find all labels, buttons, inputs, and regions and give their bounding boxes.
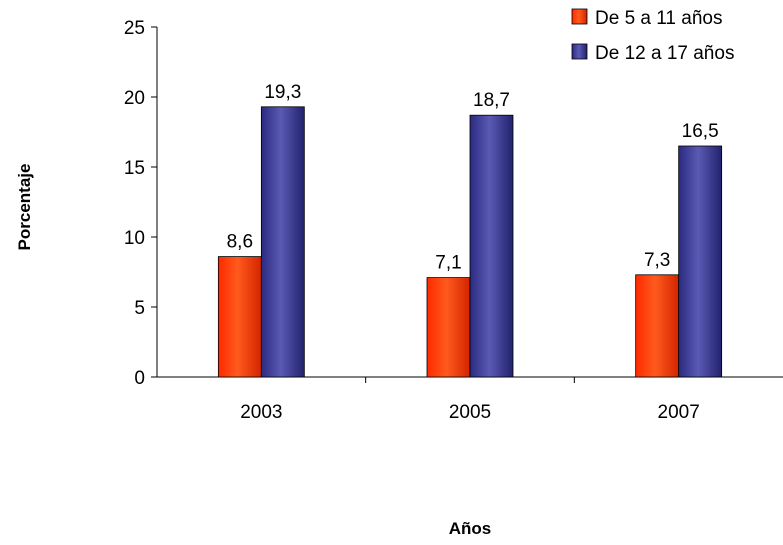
bar-2005-series-1 <box>426 277 471 378</box>
y-axis-ticks: 0 5 10 15 20 25 <box>124 18 157 389</box>
y-tick-label: 15 <box>124 158 145 179</box>
legend: De 5 a 11 años De 12 a 17 años <box>571 8 734 64</box>
bar-2005-series-2 <box>469 114 514 378</box>
bar-2007-series-2 <box>678 145 723 378</box>
bar-2003-series-2 <box>260 106 305 378</box>
legend-swatch-5-11 <box>571 8 588 25</box>
bar-2003-series-1 <box>217 256 262 378</box>
data-label: 7,1 <box>435 253 461 274</box>
data-label: 8,6 <box>227 232 253 253</box>
y-tick-label: 20 <box>124 88 145 109</box>
x-axis-ticks: 2003 2005 2007 <box>240 377 700 423</box>
data-labels: 8,6 19,3 7,1 18,7 7,3 16,5 <box>227 82 719 274</box>
data-label: 18,7 <box>473 90 510 111</box>
y-tick-label: 0 <box>134 368 145 389</box>
bar-2007-series-1 <box>635 274 680 378</box>
y-axis-title: Porcentaje <box>15 164 34 251</box>
x-category-label: 2007 <box>658 402 700 423</box>
legend-label-12-17: De 12 a 17 años <box>595 43 734 64</box>
y-tick-label: 25 <box>124 18 145 39</box>
y-tick-label: 5 <box>134 298 145 319</box>
y-tick-label: 10 <box>124 228 145 249</box>
x-category-label: 2005 <box>449 402 491 423</box>
legend-label-5-11: De 5 a 11 años <box>595 8 722 29</box>
x-category-label: 2003 <box>240 402 282 423</box>
bars <box>217 106 723 378</box>
data-label: 16,5 <box>682 121 719 142</box>
legend-swatch-12-17 <box>571 43 588 60</box>
x-axis-title: Años <box>449 519 492 538</box>
data-label: 19,3 <box>264 82 301 103</box>
data-label: 7,3 <box>644 250 670 271</box>
